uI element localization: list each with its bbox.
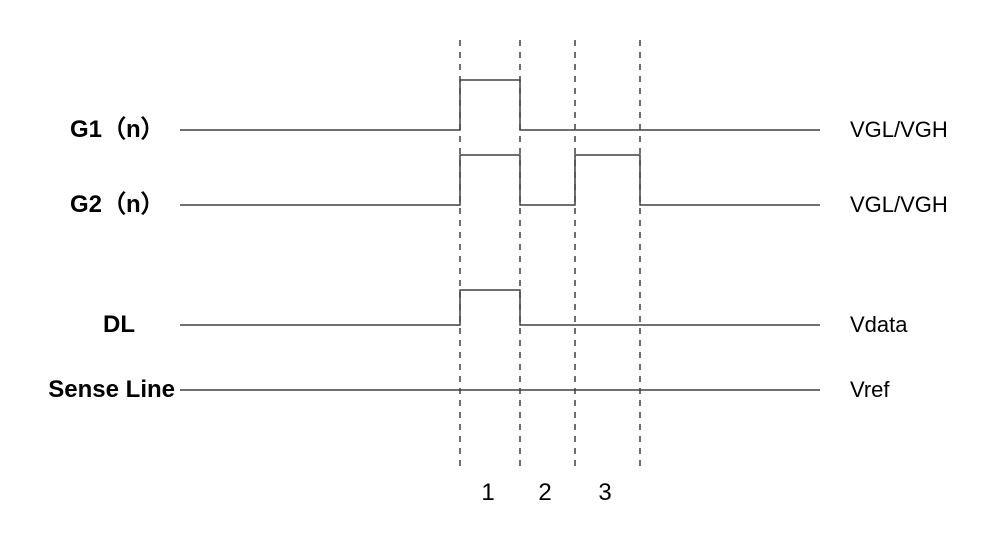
signal-label-right: VGL/VGH <box>850 117 948 142</box>
signal-label-left: G1（n） <box>70 116 165 143</box>
phase-label: 3 <box>598 479 611 506</box>
signal-label-left: G2（n） <box>70 191 165 218</box>
signal-label-left: Sense Line <box>48 376 175 403</box>
phase-label: 2 <box>538 479 551 506</box>
signal-label-right: VGL/VGH <box>850 192 948 217</box>
waveform-dl <box>180 290 820 325</box>
timing-diagram: G1（n） VGL/VGH G2（n） VGL/VGH DL Vdata Sense Lin… <box>0 0 1000 540</box>
signal-label-left: DL <box>103 311 135 338</box>
signal-label-right: Vref <box>850 377 890 402</box>
signal-label-right: Vdata <box>850 312 908 337</box>
waveform-g1-n- <box>180 80 820 130</box>
phase-label: 1 <box>481 479 494 506</box>
waveform-g2-n- <box>180 155 820 205</box>
